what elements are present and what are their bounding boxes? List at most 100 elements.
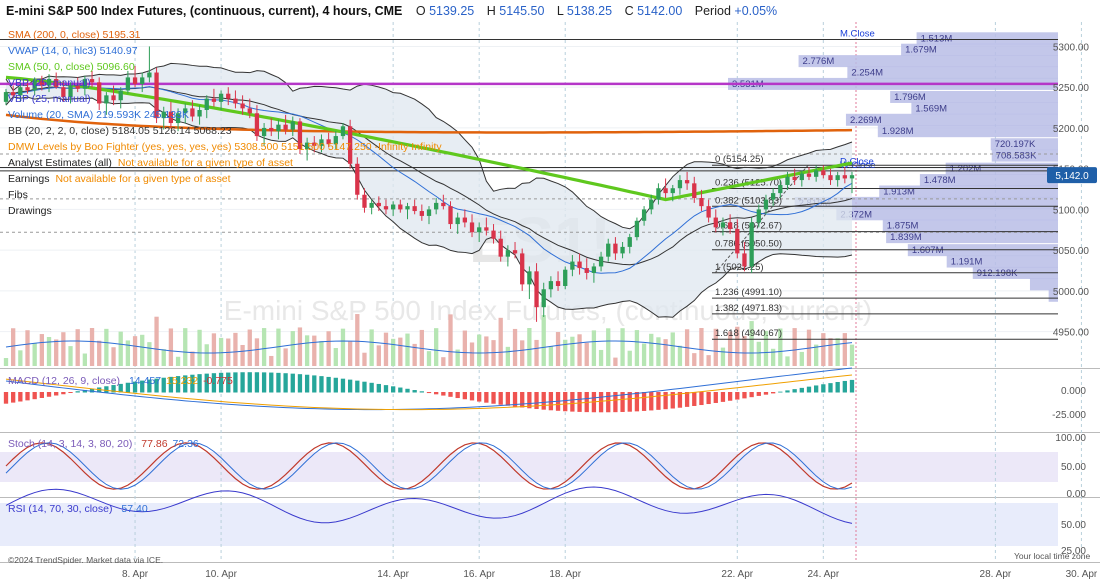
candle-body: [699, 198, 704, 207]
macd-histogram-bar: [211, 373, 217, 393]
legend-item[interactable]: VBP (25, manual): [8, 92, 91, 106]
macd-histogram-bar: [606, 392, 611, 413]
stoch-d-line: [5, 442, 853, 490]
stoch-name[interactable]: Stoch (14, 3, 14, 3, 80, 20): [8, 438, 133, 450]
volume-bar: [477, 334, 482, 366]
candle-body: [312, 142, 317, 146]
chart-title: E-mini S&P 500 Index Futures, (continuou…: [6, 4, 403, 18]
macd-histogram-bar: [634, 392, 640, 412]
vbp-bar: [916, 32, 1058, 45]
candle-body: [563, 269, 568, 286]
candle-body: [355, 163, 360, 195]
volume-bar: [319, 341, 324, 366]
macd-histogram-bar: [18, 392, 23, 402]
macd-histogram-bar: [706, 392, 711, 405]
macd-histogram-bar: [197, 374, 202, 393]
legend-item[interactable]: VBP (25, manual): [8, 76, 91, 90]
macd-tick-label: -25.000: [1052, 410, 1086, 421]
price-tick-label: 5000.00: [1053, 287, 1090, 298]
candle-body: [799, 173, 804, 181]
candle-body: [692, 183, 697, 198]
candle-body: [849, 175, 855, 179]
macd-histogram-bar: [226, 372, 231, 393]
macd-histogram-bar: [835, 382, 840, 393]
macd-histogram-bar: [735, 392, 740, 400]
stoch-tick-label: 50.00: [1061, 462, 1086, 473]
macd-histogram-bar: [849, 379, 855, 393]
legend-item-label: VBP (25, manual): [8, 93, 91, 105]
legend-item[interactable]: Volume (20, SMA) 219.593K 245.133K: [8, 108, 189, 122]
legend-item[interactable]: Fibs: [8, 188, 28, 202]
volume-bar: [742, 335, 747, 366]
volume-bar: [455, 349, 460, 366]
legend-item[interactable]: SMA (50, 0, close) 5096.60: [8, 60, 135, 74]
macd-histogram-bar: [763, 392, 769, 395]
candle-body: [505, 250, 511, 257]
macd-histogram-bar: [699, 392, 704, 406]
level-label: M.Close: [840, 29, 875, 40]
volume-bar: [699, 328, 704, 366]
macd-histogram-bar: [491, 392, 496, 404]
legend-item[interactable]: Analyst Estimates (all) Not available for…: [8, 156, 293, 170]
legend-item[interactable]: DMW Levels by Boo Fighter (yes, yes, yes…: [8, 140, 442, 154]
volume-bar: [369, 329, 374, 366]
open-value: 5139.25: [429, 4, 475, 18]
macd-name[interactable]: MACD (12, 26, 9, close): [8, 375, 121, 387]
volume-bar: [778, 328, 783, 366]
macd-histogram-bar: [175, 376, 181, 393]
legend-item[interactable]: Earnings Not available for a given type o…: [8, 172, 231, 186]
candle-body: [520, 253, 525, 285]
legend-item-note: Not available for a given type of asset: [117, 157, 293, 169]
candle-body: [168, 111, 174, 124]
open-label: O: [415, 4, 426, 18]
volume-bar: [376, 345, 381, 366]
volume-bar: [663, 339, 668, 366]
rsi-name[interactable]: RSI (14, 70, 30, close): [8, 503, 113, 515]
volume-bar: [670, 332, 675, 366]
candle-body: [383, 206, 389, 210]
low-label: L: [556, 4, 564, 18]
macd-histogram-bar: [548, 392, 554, 411]
stoch-tick-label: 100.00: [1055, 433, 1086, 444]
macd-histogram-bar: [3, 392, 9, 404]
candle-body: [68, 85, 73, 97]
volume-bar: [89, 328, 95, 366]
macd-histogram-bar: [405, 388, 410, 393]
volume-bar: [713, 328, 718, 366]
macd-histogram-bar: [684, 392, 690, 407]
candle-body: [104, 95, 109, 104]
macd-histogram-bar: [355, 380, 360, 393]
candle-body: [749, 222, 754, 267]
volume-bar: [240, 344, 245, 366]
volume-bar: [391, 338, 396, 366]
macd-histogram-bar: [419, 391, 424, 393]
legend-item[interactable]: Drawings: [8, 204, 52, 218]
macd-histogram-bar: [383, 385, 389, 393]
macd-histogram-bar: [441, 392, 446, 396]
candle-body: [97, 82, 102, 104]
candle-body: [297, 121, 303, 150]
candle-body: [641, 209, 647, 221]
macd-histogram-bar: [118, 383, 123, 393]
candle-body: [484, 227, 489, 231]
volume-bar: [46, 337, 52, 366]
macd-histogram-bar: [785, 390, 790, 393]
legend-item[interactable]: VWAP (14, 0, hlc3) 5140.97: [8, 44, 138, 58]
volume-bar: [204, 344, 209, 366]
legend-item[interactable]: SMA (200, 0, close) 5195.31: [8, 28, 141, 42]
legend-item-label: SMA (50, 0, close) 5096.60: [8, 61, 135, 73]
low-value: 5138.25: [566, 4, 613, 18]
vbp-label: 1.569M: [915, 103, 947, 114]
macd-tick-label: 0.000: [1061, 386, 1086, 397]
timezone-note[interactable]: Your local time zone: [1014, 551, 1091, 561]
vbp-bar: [946, 255, 1058, 268]
candle-body: [606, 243, 611, 257]
candle-body: [54, 79, 59, 88]
legend-item[interactable]: BB (20, 2, 2, 0, close) 5184.05 5126.14 …: [8, 124, 232, 138]
volume-bar: [326, 331, 331, 366]
macd-histogram-bar: [340, 378, 346, 393]
vbp-bar: [919, 174, 1058, 187]
macd-histogram-bar: [32, 392, 37, 400]
rsi-tick-label: 50.00: [1061, 520, 1086, 531]
